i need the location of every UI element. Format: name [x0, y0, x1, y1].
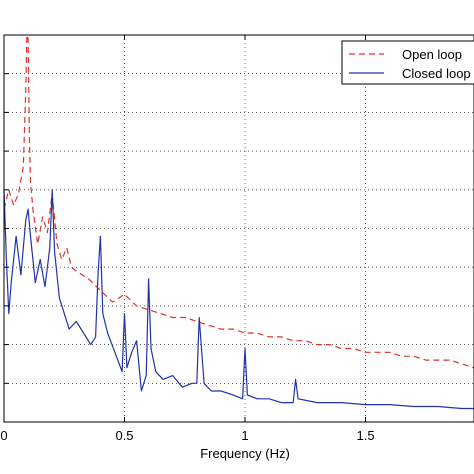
x-tick-label: 1.5	[356, 428, 374, 443]
axes	[3, 34, 474, 423]
legend-label-open-loop: Open loop	[402, 47, 462, 62]
x-tick-label: 0.5	[115, 428, 133, 443]
grid	[4, 35, 474, 422]
x-tick-label: 1	[241, 428, 248, 443]
series-line-closed-loop	[3, 189, 474, 410]
x-tick-labels: 0 0.5 1 1.5	[0, 428, 374, 443]
legend: Open loop Closed loop	[341, 40, 474, 85]
series-line-open-loop	[3, 34, 474, 369]
x-axis-label: Frequency (Hz)	[200, 446, 290, 461]
legend-label-closed-loop: Closed loop	[402, 66, 471, 81]
series-lines	[3, 34, 474, 410]
legend-box	[341, 40, 474, 85]
plot-frame	[3, 34, 474, 423]
x-tick-label: 0	[0, 428, 7, 443]
